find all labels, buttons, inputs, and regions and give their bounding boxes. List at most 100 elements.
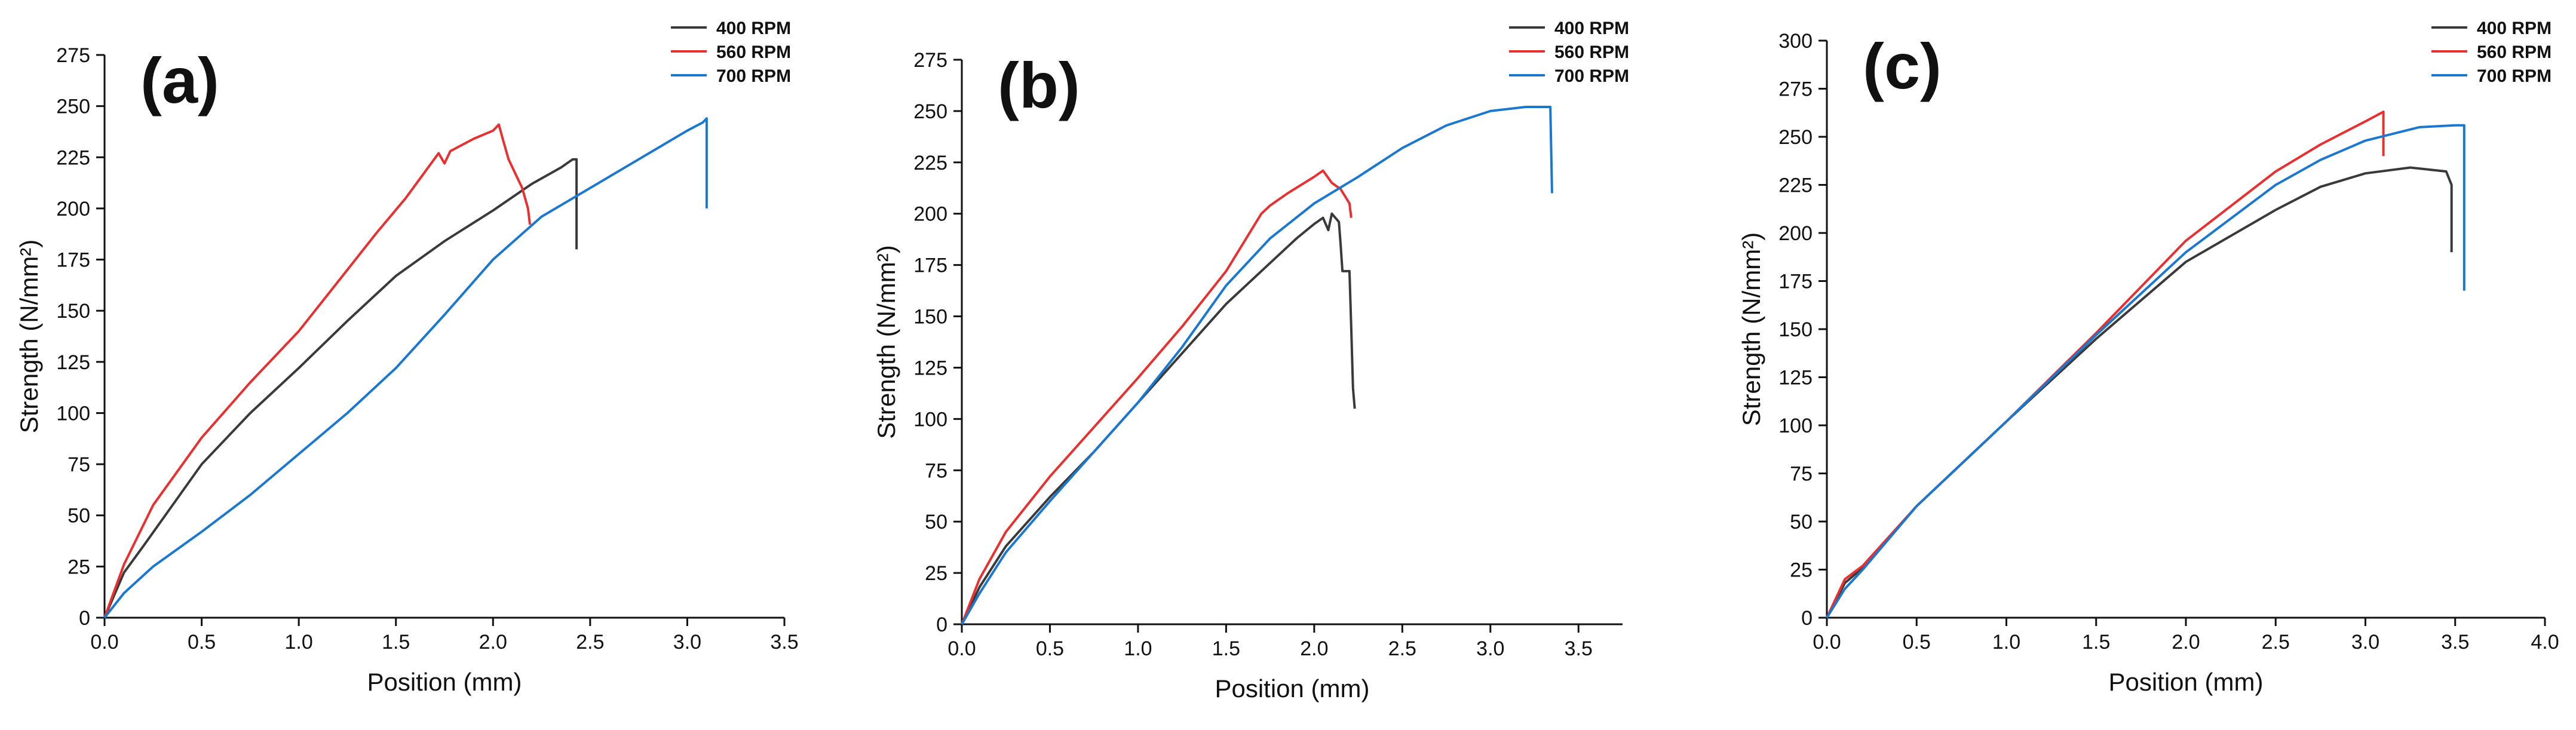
y-tick-label-a: 125 xyxy=(56,351,90,374)
y-axis-label-a: Strength (N/mm²) xyxy=(15,240,43,433)
y-axis-label-c: Strength (N/mm²) xyxy=(1737,232,1765,426)
y-tick-label-b: 225 xyxy=(913,152,947,174)
legend-label-b: 700 RPM xyxy=(1554,66,1629,86)
y-tick-label-b: 175 xyxy=(913,254,947,277)
y-tick-label-a: 75 xyxy=(68,453,90,476)
x-tick-label-c: 1.5 xyxy=(2082,631,2110,654)
series-line-400-rpm-a xyxy=(103,158,578,618)
legend-c: 400 RPM 560 RPM 700 RPM xyxy=(2431,19,2552,86)
legend-label-c: 400 RPM xyxy=(2477,19,2552,38)
series-line-560-rpm-b xyxy=(961,169,1353,625)
y-tick-label-a: 175 xyxy=(56,249,90,272)
x-tick-label-b: 1.5 xyxy=(1212,637,1240,660)
y-tick-label-b: 50 xyxy=(925,511,947,533)
y-tick-label-c: 50 xyxy=(1790,511,1813,533)
x-tick-label-b: 2.5 xyxy=(1388,637,1416,660)
y-tick-label-b: 250 xyxy=(913,100,947,123)
y-tick-label-b: 25 xyxy=(925,562,947,585)
series-line-700-rpm-c xyxy=(1826,124,2465,619)
y-tick-label-a: 250 xyxy=(56,96,90,118)
y-tick-label-b: 75 xyxy=(925,459,947,482)
y-tick-label-a: 150 xyxy=(56,300,90,323)
x-tick-label-b: 0.5 xyxy=(1036,637,1064,660)
panel-label-a: (a) xyxy=(140,44,219,116)
x-tick-label-c: 2.5 xyxy=(2262,631,2290,654)
series-line-400-rpm-b xyxy=(961,212,1356,625)
x-tick-label-a: 1.0 xyxy=(285,631,313,654)
y-tick-label-c: 75 xyxy=(1790,463,1813,486)
x-tick-label-a: 3.5 xyxy=(770,631,798,654)
y-tick-label-b: 200 xyxy=(913,203,947,226)
axes-b xyxy=(961,60,1623,625)
y-tick-label-b: 275 xyxy=(913,49,947,72)
chart-panel-c: 0.0 0.5 1.0 1.5 2.0 2.5 3.0 3.5 4.0 0 25 50 75 100 125… xyxy=(1737,19,2559,696)
y-tick-label-c: 200 xyxy=(1778,222,1813,245)
y-tick-label-c: 175 xyxy=(1778,271,1813,293)
x-tick-label-a: 3.0 xyxy=(673,631,701,654)
x-tick-label-c: 3.5 xyxy=(2441,631,2469,654)
x-tick-label-b: 0.0 xyxy=(947,637,976,660)
series-b xyxy=(961,106,1553,625)
x-tick-label-c: 1.0 xyxy=(1992,631,2020,654)
y-tick-label-c: 0 xyxy=(1801,607,1813,630)
y-tick-label-a: 50 xyxy=(68,505,90,527)
y-tick-label-c: 25 xyxy=(1790,559,1813,582)
y-axis-label-b: Strength (N/mm²) xyxy=(872,245,900,438)
axes-a xyxy=(103,55,784,619)
y-tick-label-b: 100 xyxy=(913,408,947,431)
x-tick-label-a: 2.5 xyxy=(576,631,604,654)
ticks-c: 0.0 0.5 1.0 1.5 2.0 2.5 3.0 3.5 4.0 0 25 50 75 100 125… xyxy=(1778,30,2559,654)
x-tick-label-b: 3.5 xyxy=(1565,637,1593,660)
legend-label-a: 700 RPM xyxy=(716,66,791,86)
legend-a: 400 RPM 560 RPM 700 RPM xyxy=(671,19,791,86)
panel-label-c: (c) xyxy=(1863,30,1942,102)
y-tick-label-a: 275 xyxy=(56,44,90,67)
x-tick-label-c: 4.0 xyxy=(2531,631,2559,654)
x-tick-label-a: 0.5 xyxy=(188,631,216,654)
x-tick-label-b: 3.0 xyxy=(1476,637,1504,660)
ticks-a: 0.0 0.5 1.0 1.5 2.0 2.5 3.0 3.5 0 25 50 75 100 125 150… xyxy=(56,44,798,654)
y-tick-label-a: 0 xyxy=(79,607,90,630)
x-tick-label-b: 2.0 xyxy=(1300,637,1328,660)
x-axis-label-c: Position (mm) xyxy=(2108,668,2263,696)
series-line-560-rpm-c xyxy=(1826,111,2385,618)
x-tick-label-a: 0.0 xyxy=(90,631,118,654)
y-tick-label-c: 275 xyxy=(1778,78,1813,101)
y-tick-label-a: 200 xyxy=(56,198,90,220)
panel-label-b: (b) xyxy=(998,49,1080,121)
x-tick-label-b: 1.0 xyxy=(1124,637,1152,660)
x-tick-label-a: 1.5 xyxy=(382,631,410,654)
series-line-700-rpm-a xyxy=(103,117,708,619)
y-tick-label-a: 225 xyxy=(56,146,90,169)
legend-label-b: 560 RPM xyxy=(1554,42,1629,62)
ticks-b: 0.0 0.5 1.0 1.5 2.0 2.5 3.0 3.5 0 25 50 75 100 125 150… xyxy=(913,49,1593,660)
series-a xyxy=(103,117,708,619)
x-axis-label-b: Position (mm) xyxy=(1215,674,1369,703)
series-c xyxy=(1826,111,2465,619)
y-tick-label-c: 125 xyxy=(1778,367,1813,389)
chart-panel-a: 0.0 0.5 1.0 1.5 2.0 2.5 3.0 3.5 0 25 50 75 100 125 150… xyxy=(15,19,799,696)
y-tick-label-c: 100 xyxy=(1778,415,1813,437)
x-tick-label-c: 2.0 xyxy=(2172,631,2200,654)
x-tick-label-a: 2.0 xyxy=(479,631,507,654)
legend-b: 400 RPM 560 RPM 700 RPM xyxy=(1509,19,1629,86)
y-tick-label-c: 300 xyxy=(1778,30,1813,53)
series-line-400-rpm-c xyxy=(1826,166,2453,618)
legend-label-a: 400 RPM xyxy=(716,19,791,38)
series-line-700-rpm-b xyxy=(961,106,1553,625)
legend-label-c: 700 RPM xyxy=(2477,66,2552,86)
y-tick-label-a: 25 xyxy=(68,556,90,578)
x-tick-label-c: 0.0 xyxy=(1813,631,1841,654)
legend-label-a: 560 RPM xyxy=(716,42,791,62)
x-tick-label-c: 3.0 xyxy=(2351,631,2379,654)
legend-label-b: 400 RPM xyxy=(1554,19,1629,38)
y-tick-label-c: 225 xyxy=(1778,174,1813,197)
y-tick-label-c: 250 xyxy=(1778,126,1813,149)
chart-panel-b: 0.0 0.5 1.0 1.5 2.0 2.5 3.0 3.5 0 25 50 75 100 125 150… xyxy=(872,19,1629,703)
y-tick-label-b: 0 xyxy=(936,614,947,636)
y-tick-label-b: 150 xyxy=(913,306,947,329)
y-tick-label-b: 125 xyxy=(913,357,947,379)
y-tick-label-a: 100 xyxy=(56,402,90,425)
x-tick-label-c: 0.5 xyxy=(1903,631,1931,654)
